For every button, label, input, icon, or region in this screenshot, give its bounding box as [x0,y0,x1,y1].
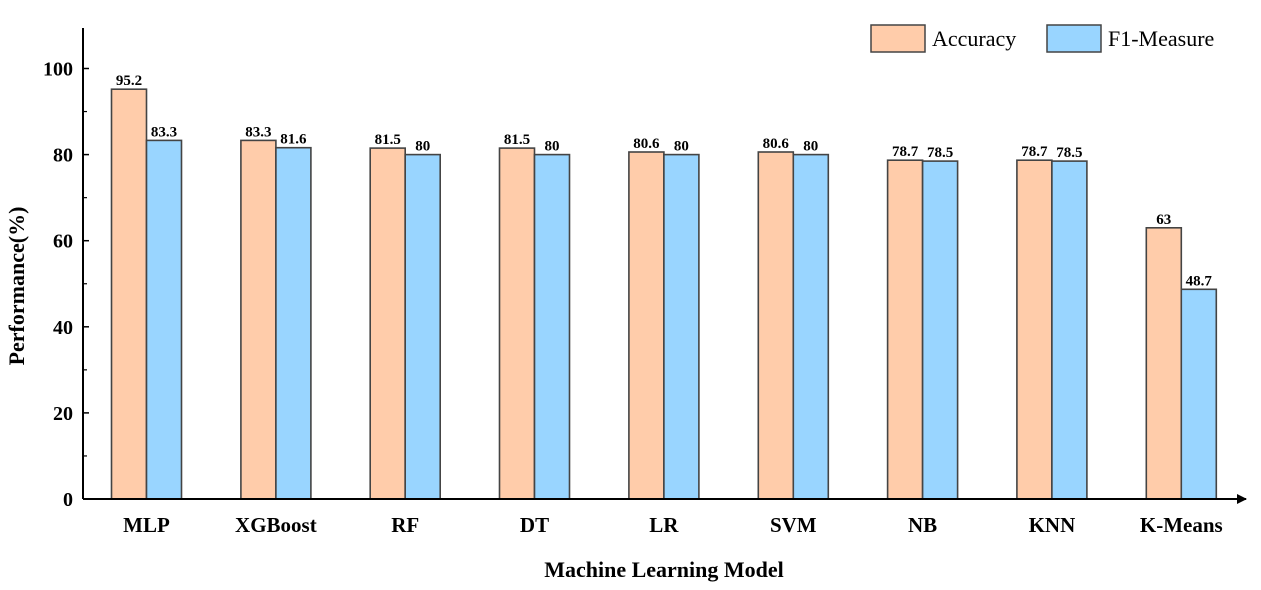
y-tick-label: 100 [43,59,73,81]
bar-f1-measure-knn [1051,160,1088,500]
axes-layer: MLP XGBoost RF DT LR SVM NB KNN K-Means 0 20 40 60 80… [43,28,1247,537]
bar-f1-measure-nb [921,160,959,500]
data-label: 81.6 [280,132,307,148]
legend[interactable]: Accuracy F1-Measure [870,24,1214,53]
data-label: 80 [803,139,818,155]
data-label: 78.5 [1056,145,1082,161]
bar-f1-measure-mlp [145,139,183,500]
bar-f1-measure-rf [404,153,442,500]
bar-accuracy-nb [886,159,924,500]
bar-accuracy-xgboost [240,139,277,500]
y-tick-label: 20 [53,403,73,425]
legend-swatch [1046,24,1102,53]
x-tick-label: K-Means [1140,513,1223,537]
bar-accuracy-svm [757,151,795,500]
data-labels-layer: 95.2 83.3 83.3 81.6 81.5 80 81.5 80 80.6 80 80.6 80… [116,73,1213,289]
y-tick-label: 0 [63,489,73,511]
bar-accuracy-rf [369,147,407,500]
data-label: 48.7 [1186,273,1213,289]
data-label: 95.2 [116,73,142,89]
data-label: 80.6 [633,136,660,152]
x-tick-label: NB [908,513,937,537]
x-tick-label: LR [649,513,679,537]
legend-label: F1-Measure [1108,26,1214,51]
data-label: 80 [545,139,560,155]
bar-f1-measure-lr [663,153,700,500]
data-label: 80.6 [763,136,790,152]
data-label: 81.5 [375,132,401,148]
bar-accuracy-dt [498,147,536,500]
data-label: 63 [1156,212,1171,228]
legend-item-f1-measure[interactable]: F1-Measure [1046,24,1214,53]
data-label: 80 [674,139,689,155]
data-label: 78.5 [927,145,953,161]
bar-accuracy-k-means [1145,227,1183,500]
x-tick-label: XGBoost [235,513,317,537]
data-label: 80 [415,139,430,155]
x-tick-label: RF [391,513,419,537]
x-tick-label: DT [520,513,549,537]
y-tick-label: 80 [53,145,73,167]
y-axis-title: Performance(%) [4,207,29,366]
x-tick-label: MLP [123,513,170,537]
data-label: 81.5 [504,132,530,148]
bar-f1-measure-k-means [1180,288,1218,500]
x-axis-title: Machine Learning Model [544,557,784,582]
legend-item-accuracy[interactable]: Accuracy [870,24,1016,53]
legend-swatch [870,24,926,53]
bar-f1-measure-svm [792,153,830,500]
x-tick-label: SVM [770,513,817,537]
data-label: 78.7 [1021,144,1048,160]
y-tick-label: 60 [53,231,73,253]
x-tick-label: KNN [1029,513,1076,537]
bars-layer [110,88,1218,500]
legend-label: Accuracy [932,26,1016,51]
data-label: 78.7 [892,144,919,160]
data-label: 83.3 [151,124,177,140]
bar-accuracy-knn [1016,159,1053,500]
bar-accuracy-mlp [110,88,148,500]
bar-accuracy-lr [628,151,665,500]
data-label: 83.3 [245,124,271,140]
bar-f1-measure-xgboost [275,146,312,500]
bar-f1-measure-dt [533,153,571,500]
y-tick-label: 40 [53,317,73,339]
